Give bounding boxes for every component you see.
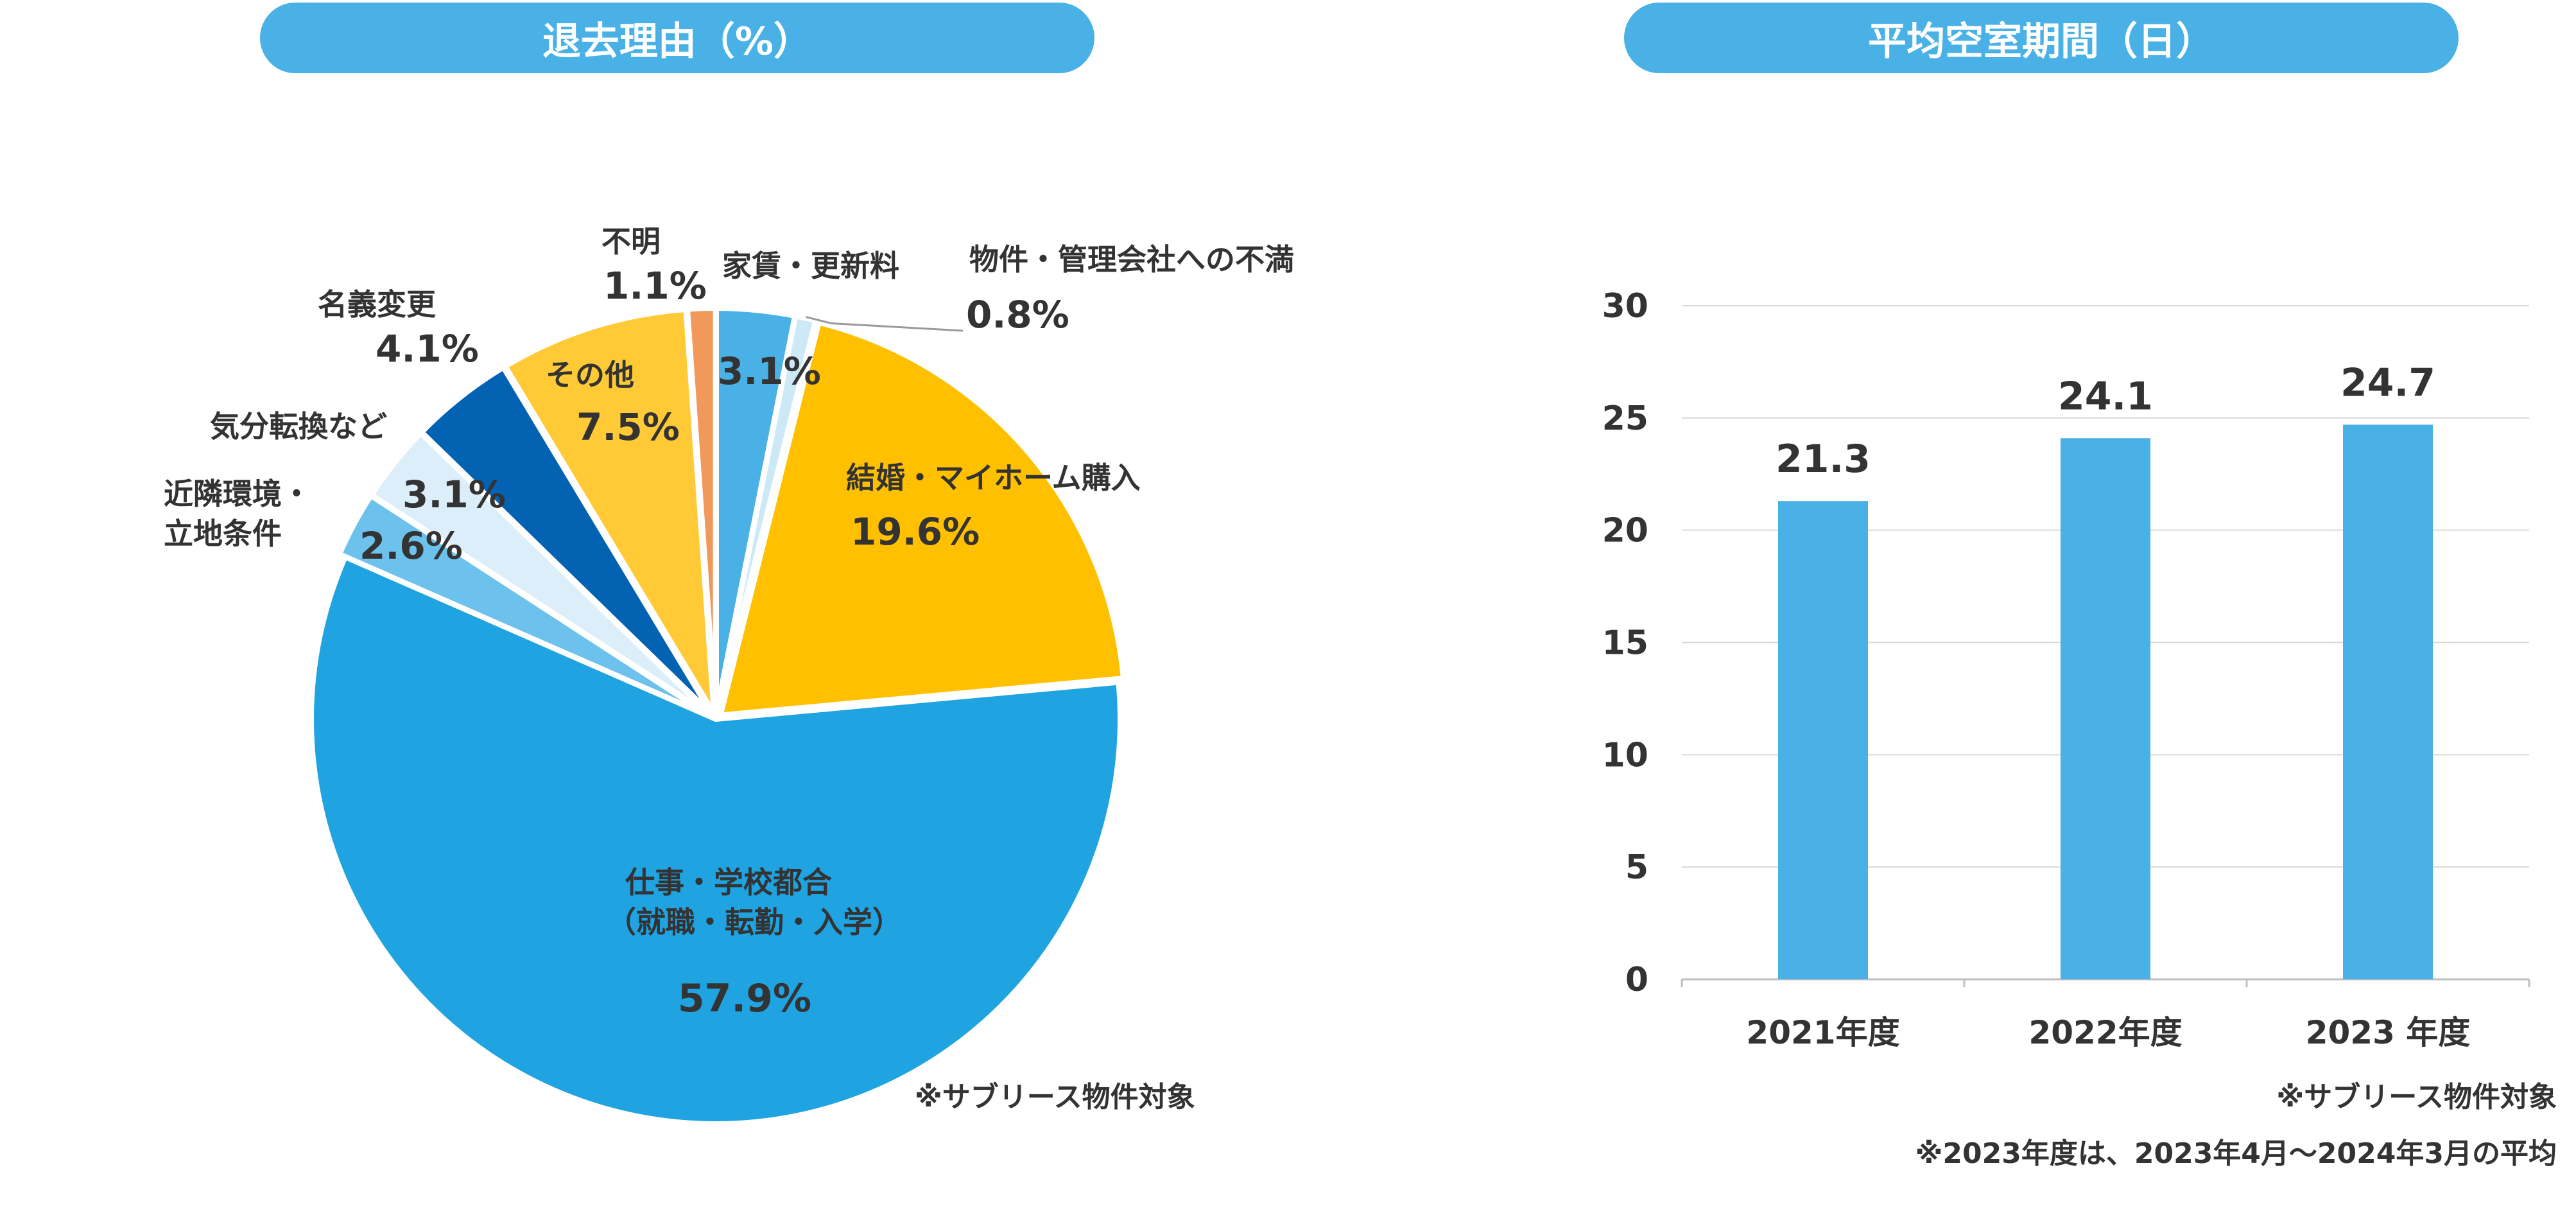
pie-slice-label: （就職・転勤・入学） bbox=[607, 905, 902, 940]
pie-chart-title: 退去理由（%） bbox=[260, 3, 1094, 73]
pie-value-label: 3.1% bbox=[718, 349, 821, 393]
pie-slice-label: 気分転換など bbox=[210, 409, 387, 444]
pie-value-label: 19.6% bbox=[851, 510, 980, 554]
pie-value-label: 3.1% bbox=[402, 473, 506, 516]
pie-slice-label: 仕事・学校都合 bbox=[625, 865, 832, 900]
pie-slice bbox=[717, 319, 1127, 718]
y-tick-label: 10 bbox=[1602, 736, 1648, 774]
pie-note: ※サブリース物件対象 bbox=[915, 1081, 1195, 1114]
pie-slice-label: 名義変更 bbox=[318, 287, 437, 322]
pie-value-label: 1.1% bbox=[603, 264, 707, 308]
bar-value-label: 24.1 bbox=[2058, 374, 2153, 419]
bar-chart-title: 平均空室期間（日） bbox=[1624, 3, 2459, 73]
y-tick-label: 0 bbox=[1625, 961, 1648, 999]
pie-slice-label: 立地条件 bbox=[164, 516, 282, 551]
pie-slice bbox=[501, 306, 716, 715]
pie-leader-line bbox=[805, 316, 964, 332]
pie-value-label: 0.8% bbox=[966, 293, 1069, 337]
y-tick-label: 30 bbox=[1602, 287, 1648, 326]
x-tick-label: 2022年度 bbox=[2028, 1014, 2182, 1051]
pie-value-label: 7.5% bbox=[576, 405, 680, 449]
bar-value-label: 24.7 bbox=[2340, 360, 2435, 405]
y-tick-label: 5 bbox=[1625, 848, 1648, 887]
y-tick-label: 20 bbox=[1602, 512, 1648, 550]
bar-note-1: ※サブリース物件対象 bbox=[2276, 1081, 2557, 1114]
pie-value-label: 4.1% bbox=[376, 327, 479, 371]
bar-value-label: 21.3 bbox=[1776, 437, 1871, 482]
x-tick-label: 2023 年度 bbox=[2306, 1014, 2471, 1051]
pie-slice-label: 近隣環境・ bbox=[164, 476, 311, 511]
bar bbox=[2061, 438, 2150, 979]
x-tick-label: 2021年度 bbox=[1746, 1014, 1899, 1051]
pie-slice-label: 物件・管理会社への不満 bbox=[969, 242, 1294, 277]
bar bbox=[1778, 501, 1868, 979]
bar-note-2: ※2023年度は、2023年4月～2024年3月の平均 bbox=[1915, 1137, 2557, 1170]
y-tick-label: 25 bbox=[1602, 399, 1648, 438]
pie-value-label: 2.6% bbox=[359, 524, 463, 568]
pie-slice bbox=[309, 554, 1123, 1126]
pie-slice-label: 家賃・更新料 bbox=[722, 249, 899, 283]
pie-slice bbox=[714, 313, 819, 714]
pie-slice-label: 不明 bbox=[601, 224, 661, 259]
pie-slice-label: 結婚・マイホーム購入 bbox=[846, 460, 1141, 495]
y-tick-label: 15 bbox=[1602, 624, 1648, 663]
pie-value-label: 57.9% bbox=[678, 976, 811, 1021]
pie-slice-label: その他 bbox=[546, 358, 634, 392]
pie-slice bbox=[684, 306, 718, 713]
pie-chart: 家賃・更新料 3.1% 物件・管理会社への不満 0.8% 結婚・マイホーム購入 19.6%… bbox=[164, 224, 1294, 1126]
bar bbox=[2343, 424, 2433, 979]
bar-chart: 0 5 10 15 20 25 30 21.3 2021年度 24.1 2022年度 24.7 2023… bbox=[1602, 287, 2530, 1051]
